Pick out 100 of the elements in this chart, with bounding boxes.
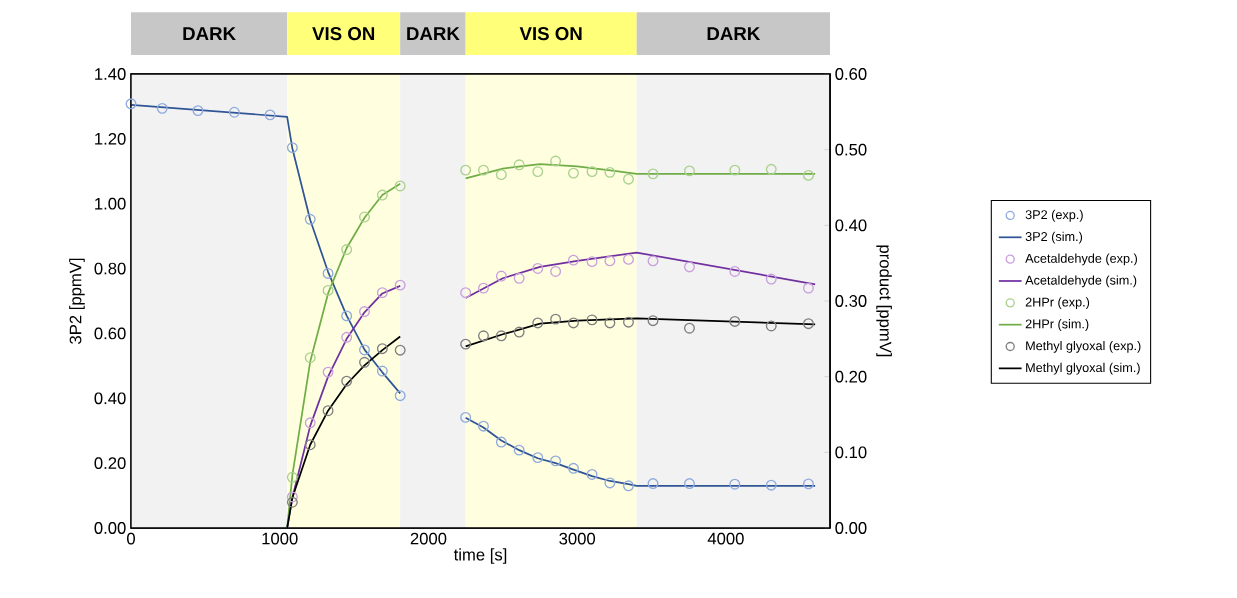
- point: [604, 477, 616, 489]
- point: [683, 322, 695, 334]
- band-label: DARK: [183, 27, 236, 40]
- legend-label: Acetaldehyde (sim.): [1025, 275, 1137, 288]
- y2-tick-label: 0.60: [835, 68, 867, 80]
- point: [376, 365, 388, 377]
- point: [683, 478, 695, 490]
- point: [532, 452, 544, 464]
- y-tick-label: 0.40: [94, 392, 126, 405]
- y-tick-label: 0.00: [94, 522, 126, 534]
- point: [478, 420, 489, 432]
- point: [376, 343, 388, 355]
- point: [495, 436, 507, 448]
- x-tick-label: 0: [127, 532, 135, 545]
- x-tick-label: 4000: [707, 532, 744, 545]
- point: [359, 211, 370, 223]
- band-label: DARK: [707, 27, 761, 40]
- point: [729, 164, 741, 176]
- point: [550, 155, 562, 167]
- point: [478, 330, 489, 342]
- x-axis-title: time [s]: [453, 548, 507, 564]
- x-tick-label: 3000: [559, 532, 596, 545]
- point: [513, 444, 525, 456]
- point: [495, 330, 507, 342]
- point: [802, 169, 814, 181]
- legend-label: Methyl glyoxal (exp.): [1026, 340, 1141, 353]
- point: [567, 317, 579, 329]
- point: [802, 282, 814, 294]
- y2-tick-label: 0.40: [835, 219, 867, 232]
- legend-label: 3P2 (sim.): [1025, 231, 1083, 244]
- point: [729, 478, 741, 490]
- point: [802, 478, 814, 490]
- point: [623, 173, 634, 185]
- point: [341, 310, 353, 322]
- y-tick-label: 1.40: [95, 68, 126, 80]
- point: [604, 255, 616, 267]
- point: [586, 314, 598, 326]
- x-tick-label: 1000: [262, 532, 298, 545]
- point: [304, 417, 316, 429]
- point: [359, 306, 370, 318]
- point: [125, 98, 137, 110]
- point: [765, 273, 777, 285]
- point: [495, 270, 507, 282]
- point: [322, 284, 334, 296]
- point: [586, 166, 598, 178]
- point: [623, 253, 634, 265]
- point: [532, 166, 544, 178]
- legend-label: Acetaldehyde (exp.): [1025, 253, 1137, 266]
- point: [683, 261, 695, 273]
- point: [341, 331, 353, 343]
- point: [359, 356, 370, 368]
- point: [802, 318, 814, 330]
- point: [729, 315, 741, 327]
- y-tick-label: 0.80: [94, 262, 126, 275]
- point: [513, 326, 525, 338]
- point: [683, 165, 695, 177]
- point: [550, 313, 562, 325]
- point: [156, 102, 168, 114]
- point: [647, 478, 659, 490]
- point: [586, 469, 598, 480]
- point: [604, 166, 616, 178]
- point: [264, 109, 276, 121]
- point: [286, 491, 298, 503]
- point: [495, 169, 507, 181]
- point: [550, 266, 562, 277]
- y-tick-label: 1.20: [95, 132, 126, 145]
- y-axis-title: 3P2 [ppmV]: [69, 258, 85, 344]
- y2-tick-label: 0.20: [835, 370, 867, 383]
- y2-tick-label: 0.50: [835, 143, 867, 156]
- point: [478, 282, 489, 294]
- point: [394, 180, 406, 192]
- y2-axis-title: product [ppmV]: [876, 245, 892, 357]
- y2-tick-label: 0.00: [835, 522, 867, 534]
- point: [567, 167, 579, 179]
- point: [304, 439, 316, 451]
- x-tick-label: 2000: [410, 532, 447, 545]
- point: [513, 159, 525, 171]
- legend-label: 2HPr (exp.): [1025, 297, 1090, 310]
- legend-label: 2HPr (sim.): [1025, 319, 1089, 331]
- point: [460, 338, 472, 350]
- point: [286, 496, 298, 508]
- point: [460, 287, 472, 299]
- point: [513, 272, 525, 284]
- band-label: DARK: [407, 27, 460, 40]
- point: [567, 254, 579, 266]
- y2-tick-label: 0.30: [835, 295, 867, 307]
- point: [550, 455, 562, 467]
- y2-tick-label: 0.10: [835, 446, 867, 459]
- legend-label: 3P2 (exp.): [1025, 209, 1083, 222]
- point: [604, 317, 616, 329]
- y-tick-label: 1.00: [95, 197, 126, 210]
- point: [647, 255, 659, 267]
- point: [765, 163, 777, 175]
- point: [623, 480, 634, 492]
- point: [623, 316, 634, 328]
- point: [394, 390, 406, 402]
- point: [304, 352, 316, 364]
- point: [322, 267, 334, 279]
- point: [647, 168, 659, 180]
- point: [567, 462, 579, 474]
